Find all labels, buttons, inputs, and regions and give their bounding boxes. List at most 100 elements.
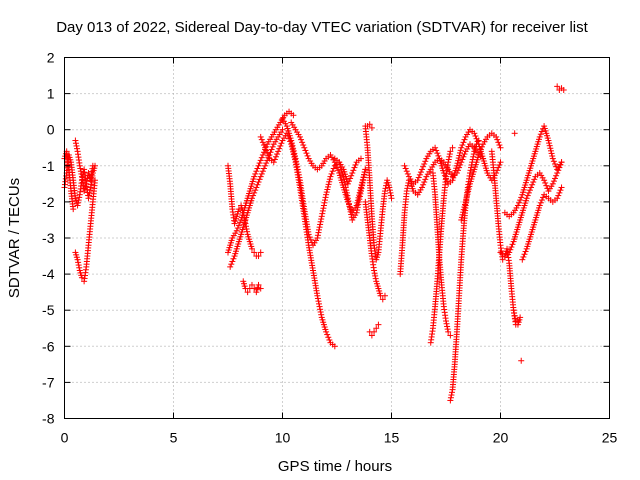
data-point-interp	[324, 331, 331, 338]
data-point-interp	[546, 140, 553, 147]
data-point	[288, 137, 295, 144]
data-point-interp	[243, 225, 250, 232]
data-point-interp	[447, 394, 454, 401]
data-point-interp	[289, 142, 296, 149]
data-point	[519, 256, 526, 263]
y-tick-label: 1	[47, 86, 55, 102]
data-point	[512, 318, 519, 325]
data-point-interp	[260, 165, 267, 172]
y-tick-label: -2	[42, 194, 55, 210]
data-point-interp	[259, 139, 266, 146]
data-point	[545, 137, 552, 144]
data-point-interp	[251, 189, 258, 196]
data-point-interp	[320, 205, 327, 212]
data-point	[381, 292, 388, 299]
data-point-interp	[330, 165, 337, 172]
data-point-interp	[277, 142, 284, 149]
data-point-interp	[359, 182, 366, 189]
data-point-interp	[496, 161, 503, 168]
y-tick-label: -3	[42, 230, 55, 246]
data-point-interp	[371, 270, 378, 277]
data-point-interp	[549, 153, 556, 160]
data-point-interp	[317, 306, 324, 313]
data-point-interp	[421, 179, 428, 186]
data-point-interp	[520, 253, 527, 260]
data-point-interp	[299, 139, 306, 146]
data-point	[368, 124, 375, 131]
data-point-interp	[326, 176, 333, 183]
data-point-interp	[291, 150, 298, 157]
data-point-interp	[347, 208, 354, 215]
data-point	[259, 151, 266, 158]
data-point-interp	[555, 192, 562, 199]
data-point-interp	[334, 164, 340, 171]
data-point-interp	[267, 149, 274, 156]
data-point	[371, 267, 378, 274]
y-tick-label: 2	[47, 50, 55, 66]
data-point-interp	[556, 189, 563, 196]
data-point-interp	[75, 197, 82, 204]
data-point-interp	[360, 174, 367, 181]
data-point	[251, 173, 258, 180]
data-point-interp	[259, 168, 266, 175]
data-point-interp	[75, 262, 82, 269]
data-point-interp	[531, 176, 538, 183]
data-point	[318, 213, 325, 220]
data-point-interp	[422, 158, 429, 165]
data-point-interp	[455, 157, 462, 164]
data-point-interp	[345, 178, 352, 185]
data-point-interp	[78, 170, 85, 177]
data-point-interp	[302, 147, 309, 154]
x-axis-label: GPS time / hours	[278, 458, 392, 475]
data-point	[371, 328, 378, 335]
data-point-interp	[235, 222, 242, 229]
data-point-interp	[325, 181, 332, 188]
data-point	[510, 307, 517, 314]
data-point-interp	[404, 185, 411, 192]
data-point	[255, 281, 262, 288]
data-point-interp	[455, 155, 462, 162]
data-point-interp	[415, 174, 422, 181]
data-point-interp	[530, 179, 537, 186]
data-point	[292, 155, 299, 162]
data-point-interp	[461, 201, 468, 208]
data-point	[511, 130, 518, 137]
data-point-interp	[416, 171, 423, 178]
data-point	[458, 216, 465, 223]
data-point	[262, 144, 269, 151]
data-point	[554, 195, 561, 202]
data-point-interp	[322, 194, 329, 201]
data-point	[497, 144, 504, 151]
data-point-interp	[546, 142, 553, 149]
data-point-interp	[316, 303, 323, 310]
y-tick-label: -6	[42, 338, 55, 354]
data-point-interp	[516, 199, 523, 206]
data-point	[560, 86, 567, 93]
data-point	[493, 133, 500, 140]
data-point	[301, 144, 308, 151]
data-point	[275, 148, 282, 155]
y-tick-label: -5	[42, 302, 55, 318]
data-point-interp	[344, 192, 351, 199]
data-point	[403, 188, 410, 195]
data-point-interp	[345, 197, 352, 204]
data-point-interp	[357, 190, 364, 197]
data-point-interp	[316, 226, 323, 233]
data-point-interp	[356, 196, 363, 203]
data-point	[314, 235, 321, 241]
data-point	[466, 170, 473, 177]
data-point	[388, 195, 395, 202]
data-point-interp	[348, 172, 355, 179]
data-point-interp	[77, 168, 84, 175]
data-point-interp	[346, 203, 353, 210]
data-point-interp	[253, 168, 260, 175]
data-point	[89, 162, 96, 169]
data-point	[366, 121, 373, 128]
data-point-interp	[316, 300, 323, 307]
data-point	[528, 184, 535, 191]
data-point-interp	[525, 189, 532, 196]
data-point	[558, 184, 565, 191]
data-point-interp	[422, 176, 429, 183]
data-point-interp	[342, 184, 349, 191]
data-point-interp	[358, 185, 365, 192]
